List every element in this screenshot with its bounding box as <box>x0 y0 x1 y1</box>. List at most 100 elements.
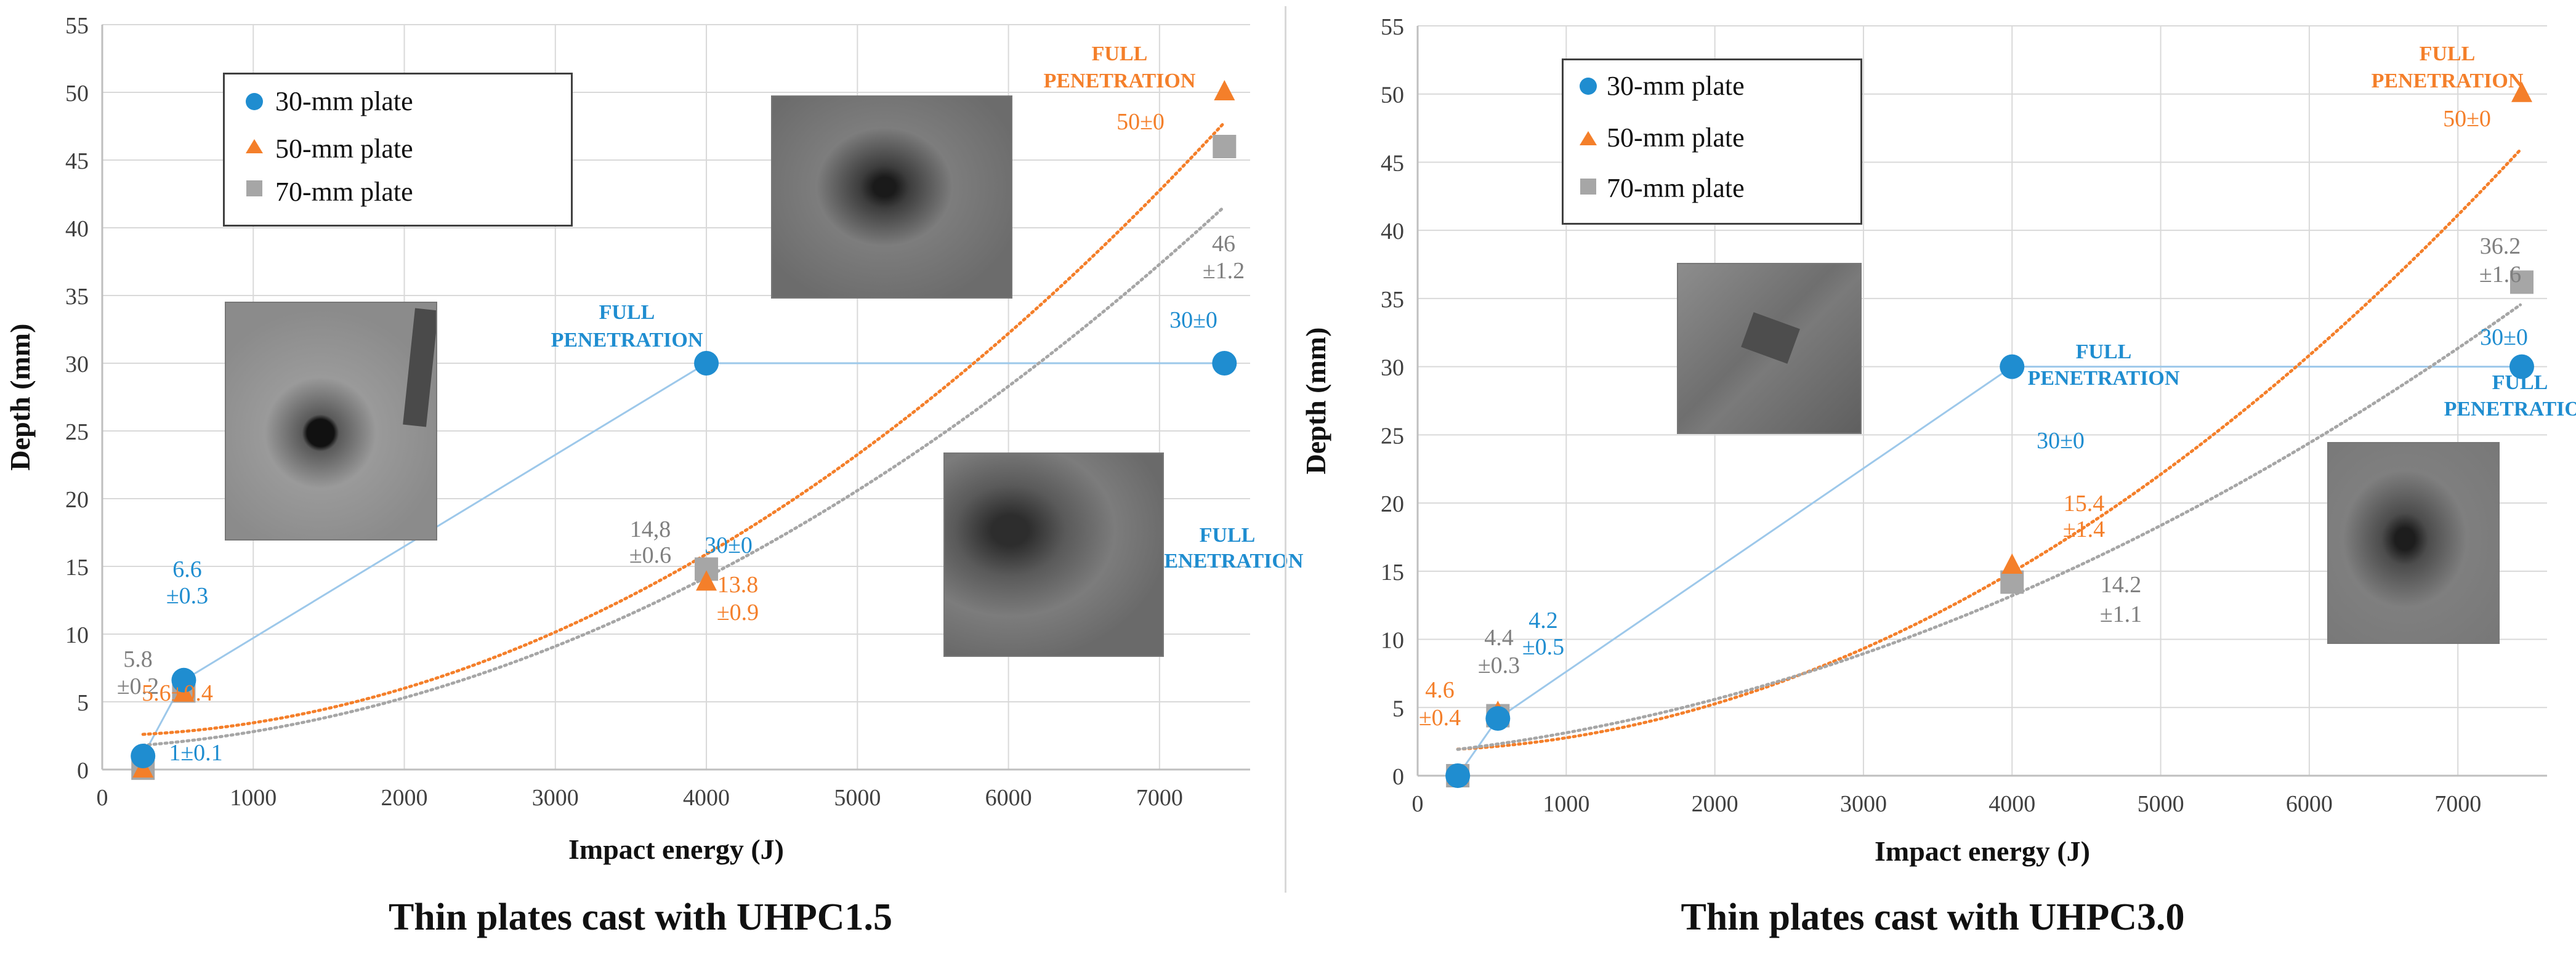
x-tick-label: 3000 <box>1840 791 1887 817</box>
data-label: 4.2 <box>1528 608 1558 633</box>
data-label: 30±0 <box>2480 324 2528 350</box>
data-point-30mm <box>694 351 719 376</box>
chart-caption: Thin plates cast with UHPC1.5 <box>388 896 893 938</box>
data-label: 6.6 <box>172 557 202 582</box>
x-axis-label: Impact energy (J) <box>1875 835 2090 867</box>
data-label: ±1.4 <box>2063 517 2105 542</box>
data-label: 50±0 <box>1116 109 1165 135</box>
data-label: 50±0 <box>2443 106 2491 132</box>
chart-panel-uhpc1-5: 0 1000 2000 3000 4000 5000 6000 7000 0 5 10 15 20 25 3… <box>0 0 1304 969</box>
data-label: FULL <box>2420 42 2476 65</box>
trend-line-70mm <box>141 206 1225 747</box>
y-tick-label: 0 <box>77 758 89 784</box>
trend-line-70mm <box>1456 303 2522 751</box>
data-label: FULL <box>1200 524 1256 547</box>
y-tick-label: 5 <box>77 690 89 716</box>
trend-line-50mm <box>1456 148 2522 751</box>
y-tick-label: 50 <box>65 81 89 107</box>
data-point-50mm <box>2001 553 2023 574</box>
data-point-30mm <box>1445 763 1471 788</box>
y-tick-label: 25 <box>1381 423 1404 449</box>
legend-label-50mm: 50-mm plate <box>1607 123 1745 153</box>
x-tick-label: 7000 <box>1136 785 1183 811</box>
data-label: ±0.4 <box>1419 705 1461 731</box>
data-label: 13.8 <box>717 572 759 598</box>
specimen-photo <box>771 95 1012 299</box>
legend-marker-70mm <box>246 180 262 196</box>
y-tick-label: 40 <box>1381 219 1404 244</box>
data-point-70mm <box>2000 570 2024 594</box>
y-tick-label: 10 <box>65 622 89 648</box>
y-axis-label: Depth (mm) <box>4 324 36 471</box>
data-point-30mm <box>2509 354 2534 379</box>
y-tick-label: 45 <box>65 148 89 174</box>
data-label: ±0.6 <box>629 542 671 568</box>
y-tick-label: 25 <box>65 419 89 445</box>
y-tick-label: 30 <box>65 352 89 377</box>
data-point-70mm <box>2509 270 2534 294</box>
legend-marker-70mm <box>1580 179 1596 195</box>
data-point-30mm <box>2000 354 2025 379</box>
data-label: PENETRATION <box>1044 70 1196 92</box>
data-label: 5.6±0.4 <box>142 680 213 706</box>
data-point-50mm <box>2511 81 2532 102</box>
data-label: PENETRATION <box>1152 550 1304 573</box>
data-label: PENETRATION <box>2372 70 2524 92</box>
x-tick-label: 2000 <box>381 785 428 811</box>
data-label: ±1.2 <box>1203 258 1245 284</box>
data-label: 15.4 <box>2064 491 2105 517</box>
trend-line-30mm <box>142 362 1225 757</box>
data-label: 5.8 <box>123 646 153 672</box>
legend-marker-30mm <box>246 93 263 110</box>
data-point-70mm <box>1213 135 1237 158</box>
x-tick-label: 7000 <box>2434 791 2481 817</box>
trend-line-30mm <box>1456 366 2522 776</box>
legend-marker-50mm <box>246 139 263 153</box>
specimen-photo <box>1677 263 1862 434</box>
x-tick-label: 5000 <box>2138 791 2184 817</box>
specimen-photo <box>943 452 1164 657</box>
data-label: 14.2 <box>2101 572 2142 598</box>
legend-marker-30mm <box>1580 78 1597 95</box>
data-point-30mm <box>1212 351 1237 376</box>
legend-label-30mm: 30-mm plate <box>275 86 413 116</box>
data-label: 36.2 <box>2480 233 2521 259</box>
y-tick-label: 45 <box>1381 150 1404 176</box>
chart-legend: 30-mm plate 50-mm plate 70-mm plate <box>1562 58 1862 225</box>
data-label: ±0.5 <box>1522 634 1564 660</box>
y-tick-label: 20 <box>65 487 89 513</box>
data-label: 30±0 <box>705 533 753 558</box>
x-tick-label: 2000 <box>1692 791 1738 817</box>
legend-marker-50mm <box>1580 131 1597 145</box>
data-label: ±1.1 <box>2100 601 2142 627</box>
data-label: FULL <box>1092 42 1148 65</box>
x-tick-label: 4000 <box>1989 791 2035 817</box>
data-label: PENETRATION <box>2028 367 2180 390</box>
x-tick-label: 6000 <box>985 785 1032 811</box>
trend-line-50mm <box>141 123 1225 736</box>
y-tick-label: 35 <box>65 284 89 310</box>
legend-label-50mm: 50-mm plate <box>275 134 413 164</box>
y-tick-label: 20 <box>1381 491 1404 517</box>
data-point-30mm <box>1485 706 1511 731</box>
y-tick-label: 40 <box>65 216 89 242</box>
data-label: PENETRATION <box>551 329 703 352</box>
x-tick-label: 0 <box>97 785 108 811</box>
data-label: 30±0 <box>2037 428 2085 454</box>
x-tick-label: 3000 <box>532 785 579 811</box>
x-tick-label: 1000 <box>1543 791 1589 817</box>
chart-svg: 0 1000 2000 3000 4000 5000 6000 7000 0 5 10 15 20 25 3… <box>1300 14 2576 867</box>
y-tick-label: 35 <box>1381 287 1404 313</box>
x-axis-label: Impact energy (J) <box>568 834 784 865</box>
y-tick-label: 15 <box>65 555 89 581</box>
y-tick-label: 0 <box>1392 764 1404 790</box>
y-tick-label: 55 <box>1381 14 1404 40</box>
data-label: FULL <box>2076 340 2132 363</box>
legend-label-70mm: 70-mm plate <box>1607 173 1745 203</box>
data-label: 1±0.1 <box>169 740 222 766</box>
panel-divider <box>1285 6 1286 893</box>
x-tick-label: 5000 <box>834 785 881 811</box>
y-tick-label: 55 <box>65 13 89 39</box>
specimen-photo <box>225 302 437 541</box>
data-label: FULL <box>2492 371 2548 394</box>
